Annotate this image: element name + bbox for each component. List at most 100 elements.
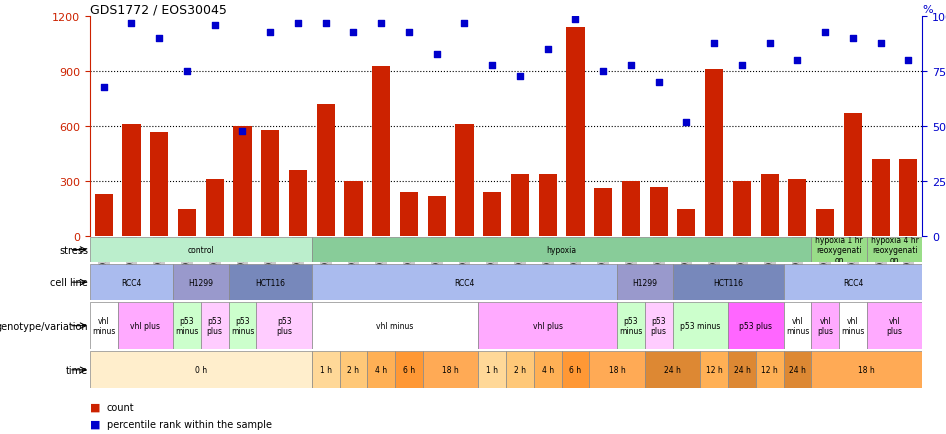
Bar (733, 182, 751, 237)
Bar (173, 302, 201, 349)
Text: 4 h: 4 h (542, 365, 553, 375)
Point (124, 20, 139, 27)
Bar (756, 352, 783, 388)
Bar (229, 302, 256, 349)
Text: 18 h: 18 h (858, 365, 875, 375)
Point (346, 29, 361, 36)
Text: p53
minus: p53 minus (620, 316, 642, 335)
Point (540, 47, 555, 54)
Bar (423, 352, 479, 388)
Text: ■: ■ (90, 419, 100, 428)
Text: GDS1772 / EOS30045: GDS1772 / EOS30045 (90, 3, 227, 16)
Bar (312, 237, 812, 263)
Text: 18 h: 18 h (608, 365, 625, 375)
Text: 1 h: 1 h (320, 365, 332, 375)
Point (513, 73, 528, 80)
Bar (122, 125, 141, 237)
Bar (479, 352, 506, 388)
Point (235, 128, 250, 135)
Point (457, 20, 472, 27)
Text: 24 h: 24 h (664, 365, 681, 375)
Text: count: count (107, 402, 134, 412)
Text: 12 h: 12 h (706, 365, 723, 375)
Bar (538, 174, 557, 237)
Bar (150, 132, 168, 237)
Bar (728, 302, 783, 349)
Bar (205, 180, 224, 237)
Bar (117, 302, 173, 349)
Text: %: % (922, 5, 933, 15)
Bar (645, 302, 673, 349)
Bar (367, 352, 395, 388)
Bar (90, 302, 117, 349)
Point (707, 40, 722, 47)
Text: 4 h: 4 h (376, 365, 387, 375)
Bar (700, 352, 728, 388)
Bar (673, 265, 783, 300)
Text: vhl plus: vhl plus (533, 322, 563, 330)
Bar (589, 352, 645, 388)
Bar (788, 180, 807, 237)
Text: 24 h: 24 h (733, 365, 750, 375)
Text: p53 plus: p53 plus (740, 322, 772, 330)
Bar (506, 352, 534, 388)
Text: 2 h: 2 h (347, 365, 359, 375)
Text: hypoxia 1 hr
reoxygenati
on: hypoxia 1 hr reoxygenati on (815, 235, 863, 265)
Bar (90, 352, 312, 388)
Bar (229, 265, 312, 300)
Bar (617, 302, 645, 349)
Text: p53
plus: p53 plus (651, 316, 667, 335)
Text: vhl
plus: vhl plus (886, 316, 902, 335)
Bar (344, 182, 362, 237)
Bar (90, 265, 173, 300)
Text: ■: ■ (90, 402, 100, 412)
Point (817, 29, 832, 36)
Point (290, 20, 306, 27)
Bar (256, 302, 312, 349)
Text: hypoxia 4 hr
reoxygenati
on: hypoxia 4 hr reoxygenati on (870, 235, 919, 265)
Text: p53
plus: p53 plus (207, 316, 222, 335)
Bar (428, 196, 446, 237)
Text: vhl
plus: vhl plus (817, 316, 833, 335)
Point (846, 36, 861, 43)
Bar (201, 302, 229, 349)
Text: 6 h: 6 h (569, 365, 582, 375)
Point (374, 20, 389, 27)
Point (151, 36, 166, 43)
Bar (812, 302, 839, 349)
Point (734, 62, 749, 69)
Bar (650, 187, 668, 237)
Text: 18 h: 18 h (442, 365, 459, 375)
Point (318, 20, 333, 27)
Bar (844, 114, 862, 237)
Bar (289, 171, 307, 237)
Text: HCT116: HCT116 (255, 278, 286, 287)
Text: RCC4: RCC4 (454, 278, 475, 287)
Bar (312, 302, 479, 349)
Text: genotype/variation: genotype/variation (0, 321, 88, 331)
Text: percentile rank within the sample: percentile rank within the sample (107, 419, 272, 428)
Bar (622, 182, 640, 237)
Text: hypoxia: hypoxia (547, 246, 577, 254)
Point (484, 62, 499, 69)
Bar (312, 352, 340, 388)
Point (762, 40, 778, 47)
Bar (340, 352, 367, 388)
Bar (645, 352, 700, 388)
Bar (261, 131, 279, 237)
Text: 12 h: 12 h (762, 365, 779, 375)
Point (790, 58, 805, 65)
Text: p53 minus: p53 minus (680, 322, 721, 330)
Bar (534, 352, 562, 388)
Bar (728, 352, 756, 388)
Bar (871, 160, 890, 237)
Bar (783, 265, 922, 300)
Bar (178, 209, 196, 237)
Text: p53
plus: p53 plus (276, 316, 292, 335)
Text: vhl minus: vhl minus (377, 322, 413, 330)
Bar (867, 302, 922, 349)
Bar (567, 28, 585, 237)
Text: p53
minus: p53 minus (231, 316, 254, 335)
Bar (812, 352, 922, 388)
Text: RCC4: RCC4 (843, 278, 863, 287)
